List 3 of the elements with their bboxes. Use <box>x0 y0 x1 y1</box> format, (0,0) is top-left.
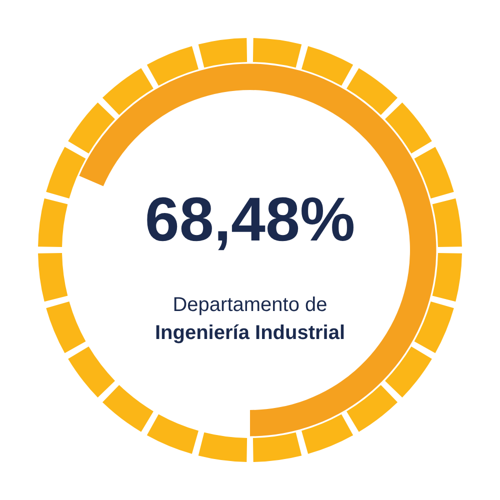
text: Departamento de <box>172 294 328 316</box>
text: Ingeniería Industrial <box>154 322 346 344</box>
data-label: 68,48% <box>144 186 356 254</box>
